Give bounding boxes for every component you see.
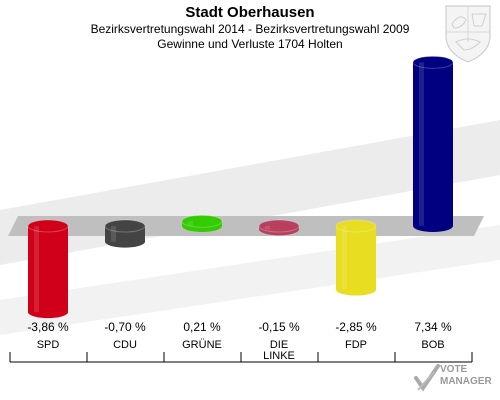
- value-label: -2,85 %: [335, 320, 377, 334]
- zero-line: [8, 216, 484, 236]
- value-label: -3,86 %: [27, 320, 69, 334]
- category-axis: [9, 352, 473, 363]
- chart-subtitle: Bezirksvertretungswahl 2014 - Bezirksver…: [90, 22, 410, 36]
- chart-subtitle-2: Gewinne und Verluste 1704 Holten: [157, 37, 343, 51]
- header: Stadt Oberhausen Bezirksvertretungswahl …: [0, 4, 500, 52]
- category-label: CDU: [113, 339, 137, 351]
- bars: [27, 55, 454, 319]
- bar-spd: [27, 219, 69, 319]
- value-label: 7,34 %: [414, 320, 452, 334]
- watermark-line2: MANAGER: [440, 376, 492, 387]
- zero-band: [8, 216, 484, 236]
- bar-cdu: [104, 219, 146, 248]
- checkmark-icon: [414, 364, 440, 392]
- bar-bob: [412, 55, 454, 232]
- bar-grüne: [181, 214, 223, 232]
- category-label: GRÜNE: [182, 339, 222, 351]
- category-label: BOB: [421, 339, 444, 351]
- category-label: LINKE: [263, 350, 295, 362]
- value-label: 0,21 %: [183, 320, 221, 334]
- chart-title: Stadt Oberhausen: [185, 4, 315, 21]
- value-label: -0,70 %: [104, 320, 146, 334]
- category-label: DIE: [270, 339, 288, 351]
- watermark-text: VOTE MANAGER: [440, 364, 492, 388]
- value-labels: -3,86 % -0,70 % 0,21 % -0,15 % -2,85 % 7,34 %: [27, 320, 452, 334]
- category-label: SPD: [37, 339, 60, 351]
- bar-die-linke: [258, 219, 300, 236]
- bar-fdp: [335, 219, 377, 296]
- value-label: -0,15 %: [258, 320, 300, 334]
- category-label: FDP: [345, 339, 367, 351]
- vote-manager-logo: VOTE MANAGER: [414, 362, 494, 396]
- watermark-line1: VOTE: [440, 364, 468, 375]
- coat-of-arms-icon: [445, 5, 491, 63]
